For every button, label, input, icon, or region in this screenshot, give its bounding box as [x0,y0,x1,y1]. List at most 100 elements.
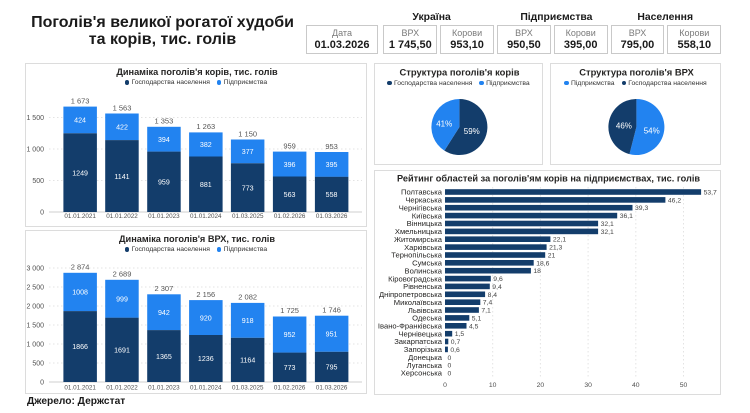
svg-text:Динаміка поголів'я корів, тис.: Динаміка поголів'я корів, тис. голів [116,67,278,77]
svg-text:951: 951 [326,330,338,338]
svg-text:54%: 54% [644,127,660,136]
svg-text:500: 500 [32,178,44,185]
svg-text:1691: 1691 [114,347,130,355]
svg-text:0: 0 [448,355,452,362]
svg-text:2 307: 2 307 [155,284,174,293]
svg-text:959: 959 [283,141,296,150]
svg-text:2 000: 2 000 [26,304,44,311]
svg-text:01.01.2022: 01.01.2022 [106,213,138,220]
svg-text:1 746: 1 746 [322,306,341,315]
svg-text:Житомирська: Житомирська [394,235,443,244]
svg-text:Сумська: Сумська [412,259,443,268]
svg-text:Волинська: Волинська [405,266,443,275]
svg-text:Черкаська: Черкаська [405,196,442,205]
svg-text:40: 40 [632,382,640,389]
svg-text:Донецька: Донецька [408,353,443,362]
svg-text:1866: 1866 [72,343,88,351]
svg-text:1249: 1249 [72,169,88,177]
svg-text:Київська: Київська [412,211,443,220]
svg-text:1 673: 1 673 [71,96,90,105]
svg-text:46%: 46% [616,122,632,131]
svg-text:20: 20 [537,382,545,389]
svg-text:53,7: 53,7 [704,190,717,197]
svg-text:3 000: 3 000 [26,266,44,273]
svg-text:0: 0 [443,382,447,389]
svg-text:2 874: 2 874 [71,263,90,272]
svg-text:Чернігівська: Чернігівська [399,203,443,212]
svg-text:Івано-Франківська: Івано-Франківська [378,322,443,331]
svg-text:2 082: 2 082 [238,293,257,302]
svg-text:36,1: 36,1 [620,213,633,220]
svg-text:1008: 1008 [72,289,88,297]
svg-text:7,1: 7,1 [481,308,491,315]
svg-text:32,1: 32,1 [601,221,614,228]
svg-text:422: 422 [116,124,128,132]
svg-text:773: 773 [242,184,254,192]
svg-text:Миколаївська: Миколаївська [394,298,443,307]
svg-text:394: 394 [158,136,170,144]
svg-text:1 500: 1 500 [26,115,44,122]
svg-text:0: 0 [40,380,44,387]
svg-text:Структура поголів'я ВРХ: Структура поголів'я ВРХ [579,66,694,77]
svg-text:01.01.2021: 01.01.2021 [64,385,96,392]
svg-text:1,5: 1,5 [455,331,465,338]
svg-text:942: 942 [158,309,170,317]
svg-text:01.01.2023: 01.01.2023 [148,213,180,220]
svg-text:1 000: 1 000 [26,147,44,154]
svg-text:0,7: 0,7 [451,339,461,346]
svg-text:563: 563 [284,191,296,199]
svg-text:01.03.2026: 01.03.2026 [316,213,348,220]
svg-text:18: 18 [533,268,541,275]
svg-text:21,3: 21,3 [549,245,562,252]
svg-text:0: 0 [448,371,452,378]
svg-text:395: 395 [326,161,338,169]
svg-text:1 353: 1 353 [155,117,174,126]
svg-text:881: 881 [200,181,212,189]
svg-text:396: 396 [284,161,296,169]
svg-text:1 725: 1 725 [280,306,299,315]
svg-text:999: 999 [116,296,128,304]
svg-text:920: 920 [200,314,212,322]
svg-text:1 263: 1 263 [196,122,215,131]
svg-text:953: 953 [325,142,338,151]
svg-text:Одеська: Одеська [412,314,443,323]
svg-text:41%: 41% [436,120,452,129]
svg-text:8,4: 8,4 [488,292,498,299]
svg-text:18,6: 18,6 [536,260,549,267]
svg-text:5,1: 5,1 [472,315,482,322]
svg-text:01.01.2023: 01.01.2023 [148,385,180,392]
svg-text:Кіровоградська: Кіровоградська [388,274,443,283]
svg-text:Луганська: Луганська [407,361,443,370]
svg-text:Запорізька: Запорізька [404,345,443,354]
svg-text:2 156: 2 156 [196,290,215,299]
svg-text:59%: 59% [464,127,480,136]
svg-text:424: 424 [74,117,86,125]
svg-text:Закарпатська: Закарпатська [394,337,443,346]
svg-text:1141: 1141 [114,173,129,181]
svg-text:Структура поголів'я корів: Структура поголів'я корів [399,66,519,77]
svg-text:Харківська: Харківська [404,243,443,252]
svg-text:01.01.2021: 01.01.2021 [64,213,96,220]
svg-text:1365: 1365 [156,353,172,361]
svg-text:Полтавська: Полтавська [401,188,443,197]
svg-text:10: 10 [489,382,497,389]
svg-text:Рівненська: Рівненська [403,282,443,291]
svg-text:382: 382 [200,141,212,149]
svg-text:01.03.2025: 01.03.2025 [232,213,264,220]
svg-text:32,1: 32,1 [601,229,614,236]
svg-text:01.02.2026: 01.02.2026 [274,213,306,220]
svg-text:773: 773 [284,364,296,372]
svg-text:0: 0 [448,363,452,370]
svg-text:795: 795 [326,364,338,372]
svg-text:1164: 1164 [240,357,255,365]
svg-text:01.01.2024: 01.01.2024 [190,385,222,392]
svg-text:Рейтинг областей за поголів'ям: Рейтинг областей за поголів'ям корів на … [397,173,700,183]
svg-text:558: 558 [326,191,338,199]
svg-text:01.03.2026: 01.03.2026 [316,385,348,392]
svg-text:Вінницька: Вінницька [407,219,443,228]
svg-text:Тернопільська: Тернопільська [391,251,443,260]
svg-text:377: 377 [242,148,254,156]
svg-text:01.03.2025: 01.03.2025 [232,385,264,392]
svg-text:2 500: 2 500 [26,285,44,292]
svg-text:46,2: 46,2 [668,197,681,204]
